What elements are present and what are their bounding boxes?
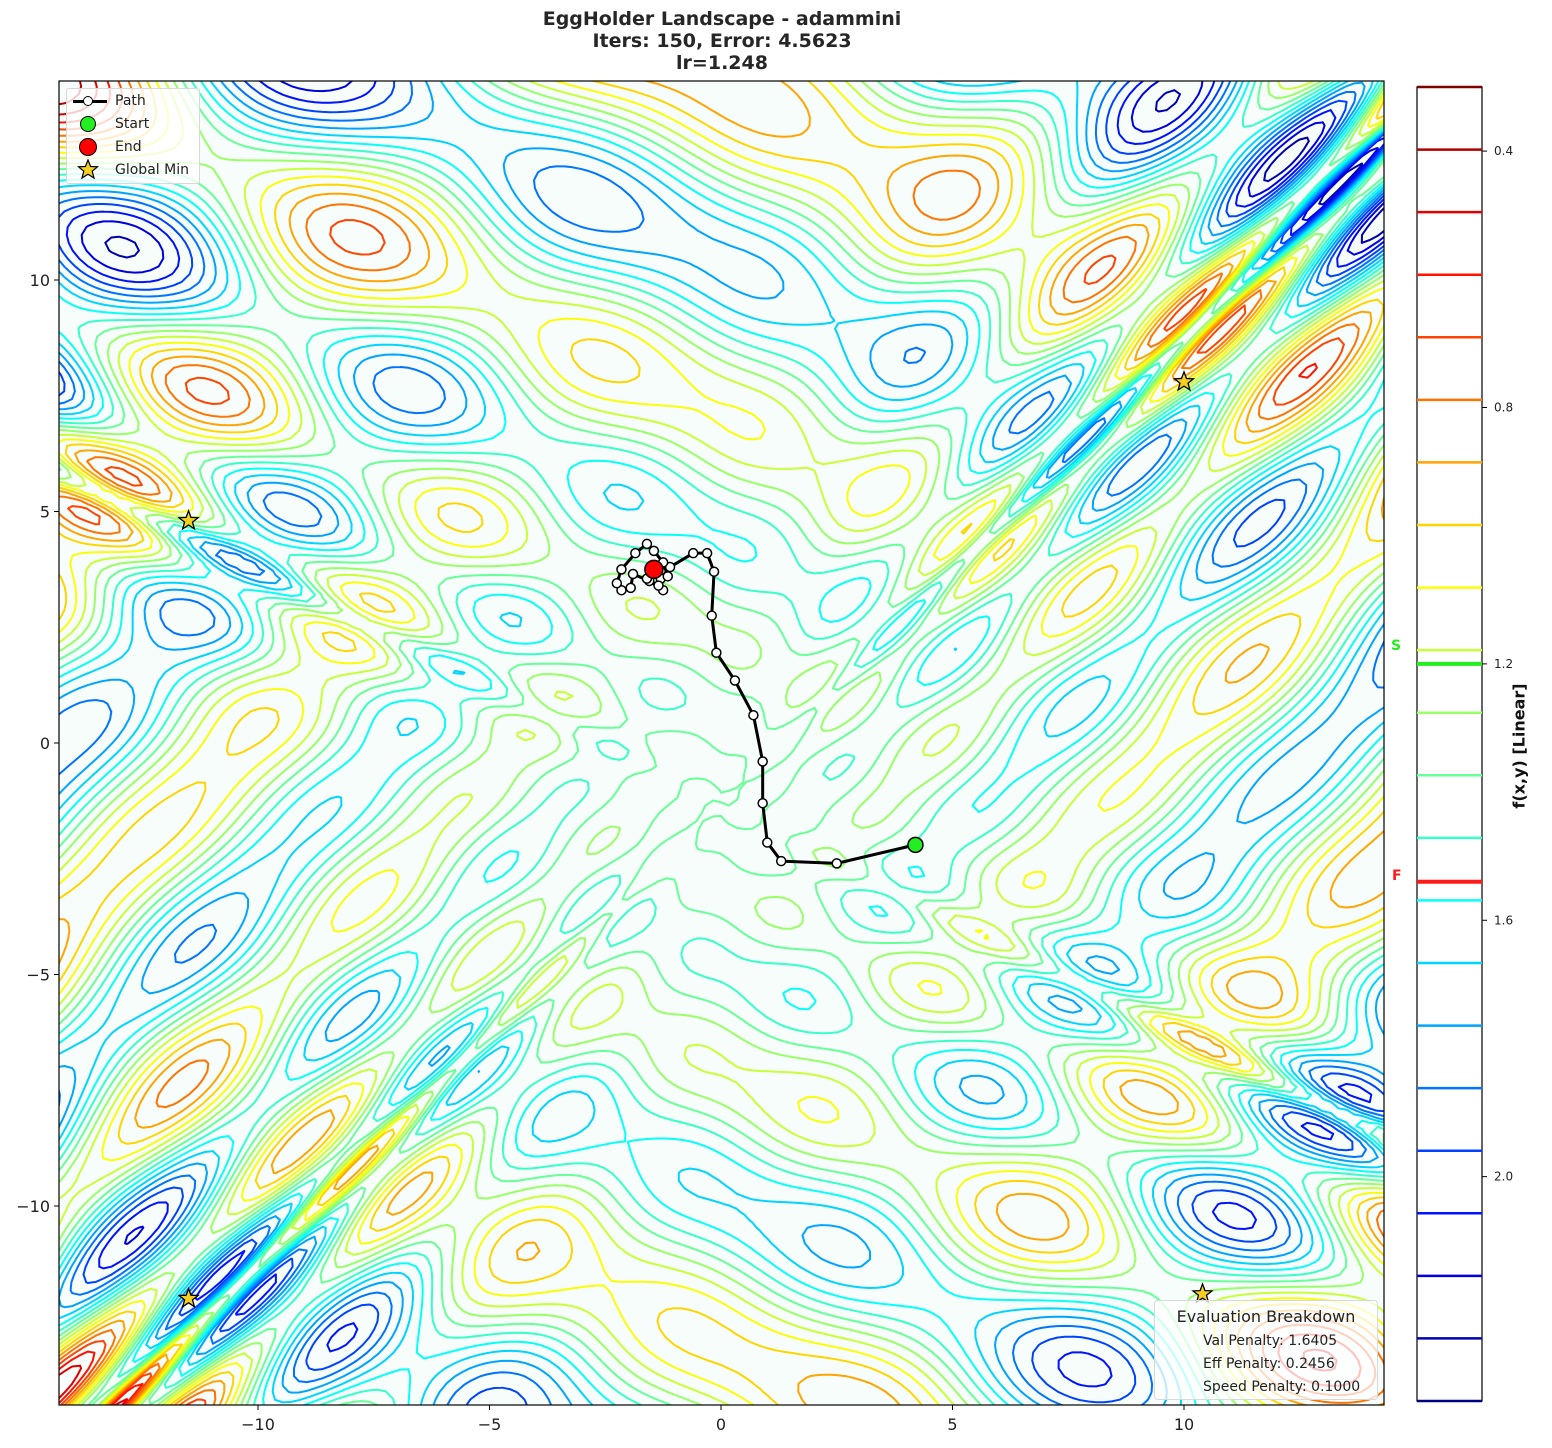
legend-label: Start	[115, 116, 150, 132]
start-marker	[907, 836, 924, 854]
colorbar-tick-label: 1.6	[1494, 913, 1513, 927]
optimizer-path	[611, 538, 916, 869]
chart-title: EggHolder Landscape - adammini Iters: 15…	[0, 8, 1444, 74]
x-tick-label: 10	[1174, 1415, 1194, 1434]
colorbar: 0.4 0.8 1.2 1.6 2.0	[1416, 85, 1513, 1403]
legend-item-global-min: Global Min	[67, 159, 189, 181]
x-tick-label: −5	[478, 1415, 502, 1434]
legend-item-start: Start	[67, 113, 149, 135]
global-min-star-icon	[177, 508, 200, 531]
colorbar-tick-label: 0.8	[1494, 400, 1513, 414]
end-marker	[644, 559, 664, 580]
title-line-3: lr=1.248	[676, 52, 768, 74]
title-line-2: Iters: 150, Error: 4.5623	[592, 30, 852, 52]
x-axis: −10 −5 0 5 10	[241, 1405, 1194, 1434]
colorbar-tick-label: 1.2	[1494, 657, 1513, 671]
global-min-star-icon	[177, 1286, 200, 1309]
colorbar-final-marker: F	[1392, 868, 1402, 884]
legend: Path Start End Global Min	[66, 88, 200, 184]
x-tick-label: −10	[241, 1415, 275, 1434]
y-axis: 10 5 0 −5 −10	[16, 271, 59, 1216]
legend-label: Path	[115, 93, 146, 109]
red-circle-icon	[67, 136, 111, 158]
colorbar-label: f(x,y) [Linear]	[1509, 683, 1529, 809]
eff-penalty: Eff Penalty: 0.2456	[1203, 1356, 1335, 1372]
y-tick-label: −5	[26, 966, 50, 985]
legend-label: Global Min	[115, 162, 189, 178]
y-tick-label: 5	[40, 503, 50, 522]
val-penalty: Val Penalty: 1.6405	[1203, 1333, 1338, 1349]
contour-lines	[59, 81, 1384, 1405]
global-min-star-icon	[1191, 1282, 1214, 1304]
evaluation-breakdown-box: Evaluation Breakdown Val Penalty: 1.6405…	[1154, 1300, 1378, 1400]
colorbar-start-marker: S	[1391, 638, 1402, 654]
legend-item-end: End	[67, 136, 142, 158]
path-line-icon	[67, 90, 111, 112]
x-tick-label: 5	[947, 1415, 957, 1434]
legend-item-path: Path	[67, 90, 146, 112]
y-tick-label: 0	[40, 734, 50, 753]
y-tick-label: −10	[16, 1197, 50, 1216]
legend-label: End	[115, 139, 142, 155]
title-line-1: EggHolder Landscape - adammini	[542, 8, 902, 30]
colorbar-tick-label: 0.4	[1494, 144, 1513, 158]
global-min-star-icon	[1172, 370, 1196, 392]
x-tick-label: 0	[716, 1415, 726, 1434]
green-circle-icon	[67, 113, 111, 135]
colorbar-tick-label: 2.0	[1494, 1170, 1513, 1184]
star-icon	[67, 159, 111, 181]
speed-penalty: Speed Penalty: 0.1000	[1203, 1379, 1361, 1395]
point-markers	[177, 370, 1214, 1309]
y-tick-label: 10	[30, 271, 50, 290]
evaluation-heading: Evaluation Breakdown	[1176, 1307, 1356, 1326]
